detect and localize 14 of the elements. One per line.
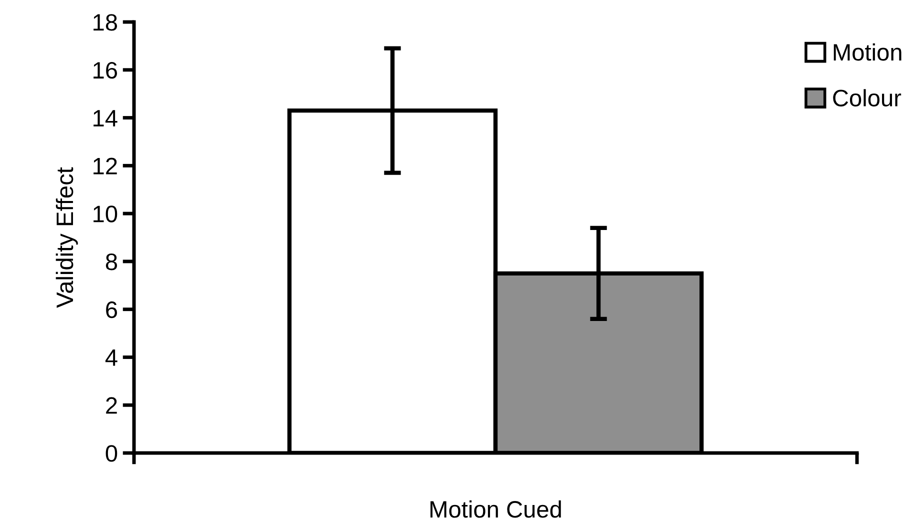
x-tick-label: Motion Cued — [430, 500, 561, 518]
y-tick-label: 18 — [94, 14, 118, 31]
y-tick-label: 4 — [105, 350, 118, 366]
y-tick-label: 16 — [94, 62, 117, 79]
legend-label: Colour — [833, 89, 902, 106]
y-tick-label: 12 — [94, 158, 117, 174]
legend-label: Motion — [834, 43, 902, 61]
y-tick-label: 6 — [106, 301, 117, 318]
y-tick-label: 0 — [106, 445, 118, 462]
y-tick-label: 10 — [94, 206, 118, 222]
y-tick-label: 8 — [106, 254, 117, 270]
y-tick-label: 2 — [106, 397, 117, 414]
y-tick-label: 14 — [94, 110, 118, 126]
y-axis-title: Validity Effect — [56, 167, 78, 308]
